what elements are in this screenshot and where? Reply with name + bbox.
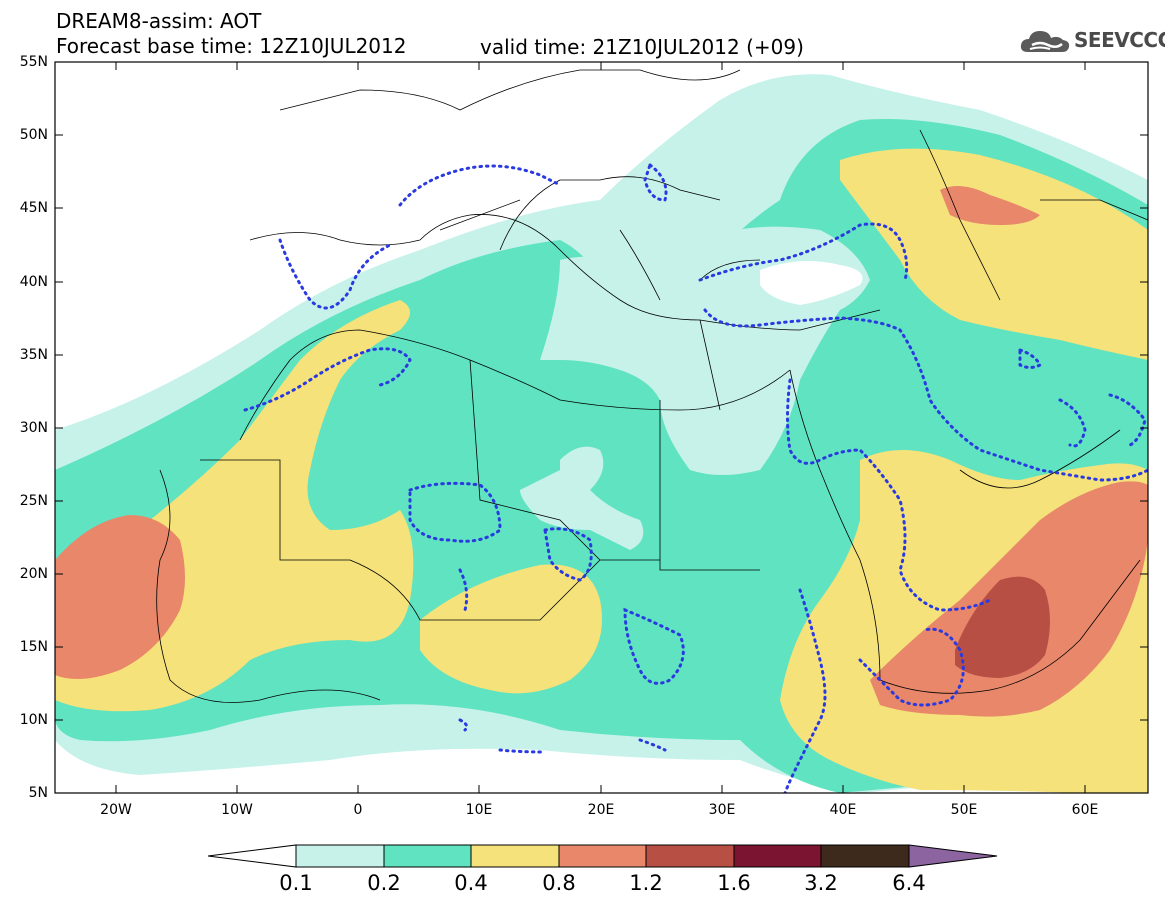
seevccc-logo: SEEVCCC xyxy=(1018,24,1165,58)
aot-band-1.2 xyxy=(955,576,1050,678)
forecast-base-time: Forecast base time: 12Z10JUL2012 xyxy=(56,34,407,58)
lon-label: 10E xyxy=(465,802,493,818)
aot-band-0.4-ne xyxy=(840,148,1148,360)
colorbar-label: 1.6 xyxy=(717,871,751,895)
lon-label: 20W xyxy=(100,802,132,818)
cloud-icon xyxy=(1020,31,1070,52)
colorbar-segment xyxy=(645,844,735,868)
lon-label: 30E xyxy=(708,802,736,818)
colorbar-min-arrow xyxy=(207,844,297,868)
colorbar-label: 0.4 xyxy=(454,871,488,895)
lat-label: 20N xyxy=(19,566,48,582)
lat-label: 15N xyxy=(19,639,48,655)
colorbar-label: 3.2 xyxy=(804,871,838,895)
colorbar-label: 0.1 xyxy=(279,871,313,895)
aot-hole-libya xyxy=(520,446,644,550)
lat-label: 5N xyxy=(28,785,48,801)
map-title: DREAM8-assim: AOT xyxy=(56,9,262,33)
lat-label: 40N xyxy=(19,274,48,290)
colorbar-segment xyxy=(820,844,910,868)
aot-hole-turkey xyxy=(760,261,863,305)
colorbar-segment xyxy=(733,844,822,868)
lat-label: 50N xyxy=(19,127,48,143)
lon-label: 0 xyxy=(353,802,363,818)
lon-label: 50E xyxy=(950,802,978,818)
valid-time: valid time: 21Z10JUL2012 (+09) xyxy=(480,35,804,59)
lat-label: 45N xyxy=(19,200,48,216)
aot-band-0.8-west xyxy=(55,515,185,679)
colorbar-segment xyxy=(295,844,385,868)
axis-ticks xyxy=(55,61,1148,793)
lat-label: 35N xyxy=(19,347,48,363)
logo-text: SEEVCCC xyxy=(1074,28,1165,52)
lat-label: 30N xyxy=(19,420,48,436)
colorbar-label: 1.2 xyxy=(629,871,663,895)
coastlines xyxy=(156,69,1148,703)
aot-band-0.8-caspian xyxy=(940,186,1040,225)
lat-label: 25N xyxy=(19,493,48,509)
lon-label: 10W xyxy=(221,802,253,818)
lon-label: 20E xyxy=(587,802,615,818)
lat-label: 10N xyxy=(19,712,48,728)
colorbar-label: 0.2 xyxy=(367,871,401,895)
assimilation-contours xyxy=(243,162,1148,793)
lat-label: 55N xyxy=(19,54,48,70)
lon-label: 40E xyxy=(829,802,857,818)
lon-label: 60E xyxy=(1071,802,1099,818)
colorbar-max-arrow xyxy=(908,844,998,868)
colorbar-label: 6.4 xyxy=(892,871,926,895)
colorbar-segment xyxy=(383,844,472,868)
colorbar-label: 0.8 xyxy=(542,871,576,895)
colorbar-segment xyxy=(558,844,647,868)
colorbar-segment xyxy=(470,844,560,868)
